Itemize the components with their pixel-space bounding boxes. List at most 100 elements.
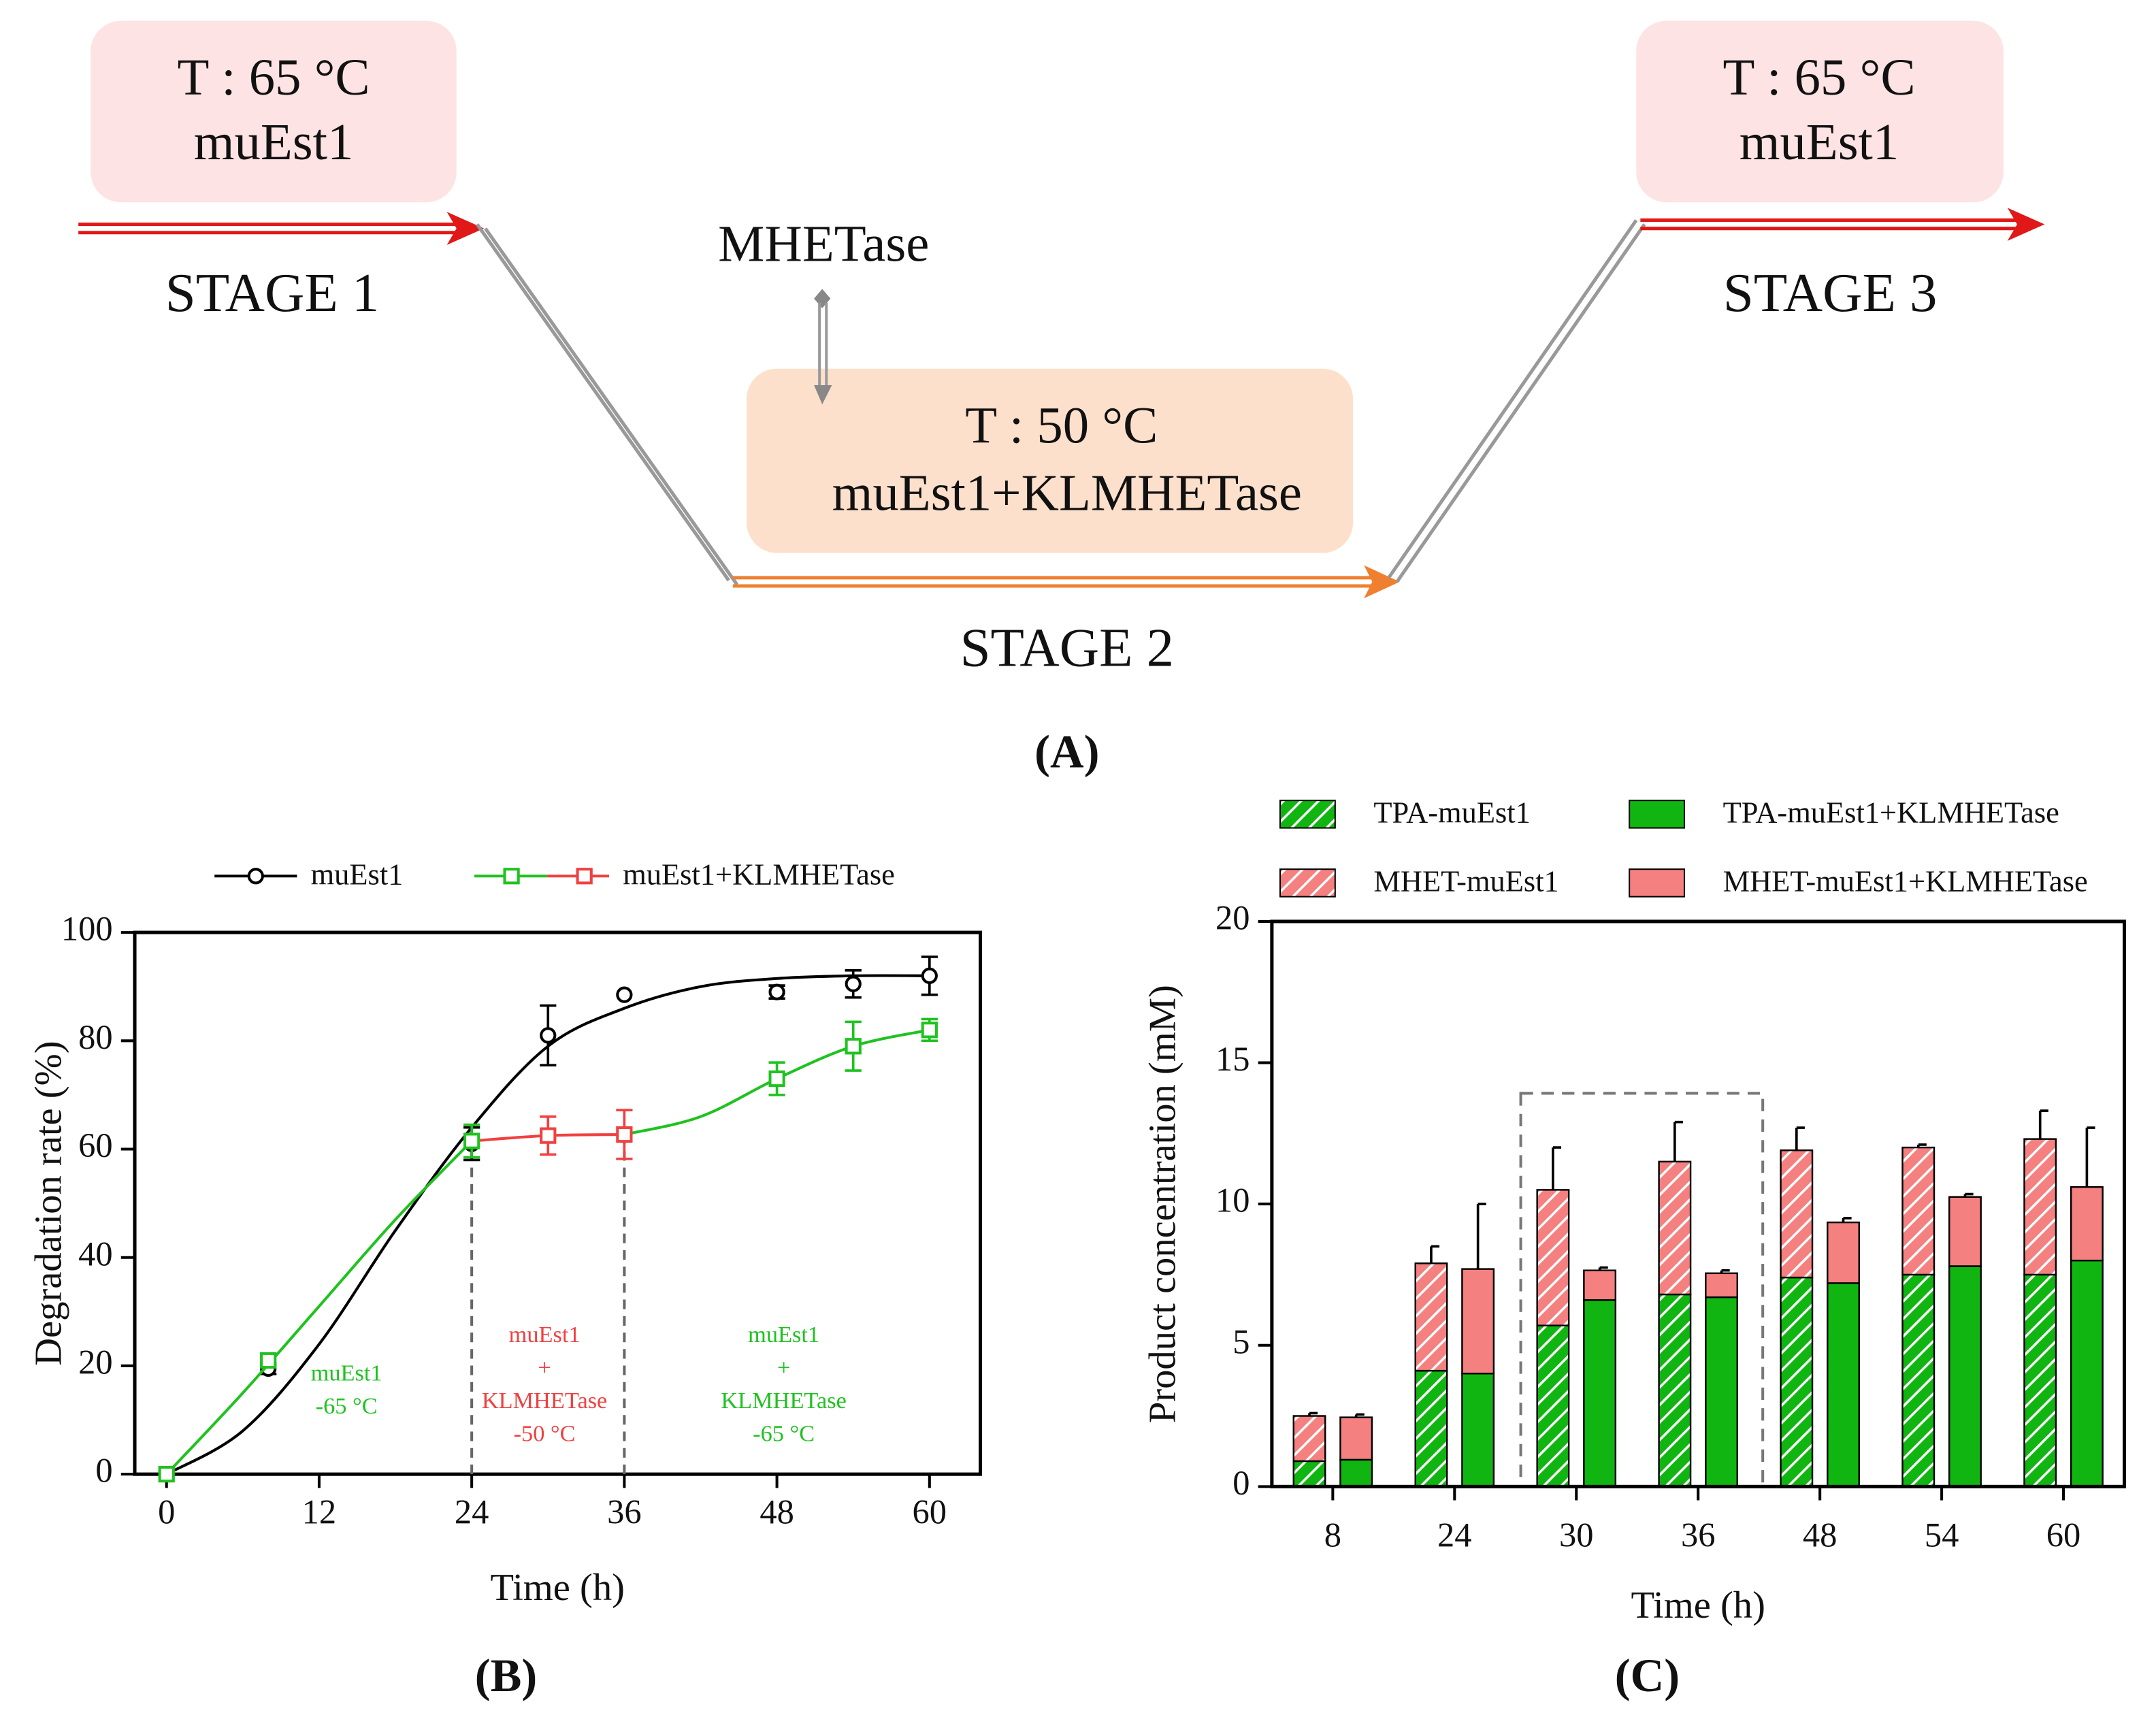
bar-segment — [2023, 1273, 2057, 1488]
bar-segment — [1705, 1272, 1738, 1298]
panel-label: (A) — [1034, 725, 1099, 777]
y-tick-label: 0 — [1232, 1464, 1250, 1502]
stage1-label: STAGE 1 — [165, 263, 379, 323]
legend-label: MHET-muEst1 — [1373, 864, 1558, 898]
x-tick-label: 36 — [607, 1492, 642, 1531]
legend-label: muEst1+KLMHETase — [623, 857, 895, 891]
x-tick-label: 48 — [1803, 1516, 1838, 1554]
x-tick-label: 48 — [760, 1492, 794, 1531]
stage-diagram: T : 65 °C muEst1 STAGE 1 T : 50 °C muEst… — [78, 20, 2045, 777]
x-tick-label: 54 — [1925, 1516, 1959, 1554]
y-tick-label: 15 — [1215, 1040, 1250, 1078]
bar-segment — [1292, 1460, 1326, 1488]
error-bar — [1842, 1217, 1852, 1223]
annotation: -65 °C — [316, 1393, 378, 1419]
annotation: -65 °C — [753, 1420, 815, 1446]
stage2-box — [747, 368, 1354, 553]
error-bar — [1673, 1120, 1683, 1162]
y-tick-label: 20 — [78, 1343, 113, 1382]
stage1-enzyme: muEst1 — [194, 113, 354, 171]
stage2-label: STAGE 2 — [960, 618, 1174, 679]
x-tick-label: 24 — [1437, 1516, 1472, 1554]
annotation: muEst1 — [509, 1322, 581, 1348]
y-axis-label: Product concentration (mM) — [1141, 985, 1183, 1423]
error-bar — [1916, 1143, 1927, 1148]
marker — [921, 967, 938, 984]
bar-segment — [1339, 1458, 1373, 1488]
ramp — [1387, 219, 1638, 579]
x-tick-label: 24 — [455, 1492, 489, 1531]
marker — [260, 1352, 277, 1369]
bar-segment — [1461, 1268, 1495, 1375]
fit-curve — [165, 1140, 473, 1475]
x-axis-label: Time (h) — [1631, 1584, 1765, 1627]
x-tick-label: 0 — [158, 1492, 175, 1531]
bar-segment — [1658, 1160, 1692, 1296]
x-tick-label: 12 — [302, 1492, 337, 1531]
x-tick-label: 36 — [1681, 1516, 1716, 1554]
stage3-temp: T : 65 °C — [1722, 48, 1915, 106]
legend-label: MHET-muEst1+KLMHETase — [1723, 864, 2088, 898]
diamond — [814, 289, 831, 308]
marker — [616, 1126, 633, 1143]
bar-segment — [1780, 1276, 1814, 1488]
fit-curve — [165, 974, 930, 1475]
bar-segment — [1414, 1369, 1448, 1488]
y-axis-label: Degradation rate (%) — [28, 1041, 70, 1365]
bar-segment — [1414, 1262, 1448, 1372]
annotation: + — [777, 1354, 790, 1380]
y-tick-label: 10 — [1215, 1181, 1250, 1220]
marker — [768, 1070, 785, 1088]
error-bar — [1552, 1146, 1562, 1190]
annotation: KLMHETase — [721, 1388, 846, 1414]
plot-frame — [133, 930, 983, 1476]
bar-segment — [1536, 1324, 1570, 1488]
annotation: -50 °C — [514, 1420, 576, 1446]
annotation: + — [538, 1354, 551, 1380]
bar-segment — [1292, 1415, 1326, 1463]
error-bar — [1598, 1266, 1608, 1271]
bar-segment — [1827, 1282, 1860, 1488]
bar-segment — [1461, 1373, 1495, 1488]
legend-marker — [503, 868, 520, 885]
stage1-box — [91, 20, 457, 203]
annotation: muEst1 — [748, 1322, 819, 1348]
legend-label: TPA-muEst1 — [1373, 796, 1530, 830]
arrowhead — [446, 212, 485, 245]
y-tick-label: 60 — [78, 1126, 113, 1164]
arrowhead — [1364, 565, 1400, 599]
bar-segment — [2023, 1138, 2057, 1276]
marker — [845, 975, 862, 992]
bar-segment — [1705, 1296, 1738, 1488]
addition-label: MHETase — [718, 215, 929, 273]
marker — [463, 1132, 480, 1149]
highlight-box — [1519, 1092, 1765, 1488]
error-bar — [1308, 1411, 1318, 1416]
y-tick-label: 20 — [1215, 899, 1250, 937]
ramp — [1395, 223, 1646, 583]
arrowhead — [2007, 208, 2045, 241]
marker — [158, 1466, 175, 1483]
error-bar — [1720, 1269, 1730, 1273]
ramp — [484, 227, 739, 586]
arrowhead — [814, 385, 832, 405]
error-bar — [1476, 1203, 1486, 1269]
stage3-label: STAGE 3 — [1723, 263, 1937, 323]
legend-marker — [576, 868, 593, 885]
bar-segment — [1901, 1146, 1936, 1276]
annotation: muEst1 — [311, 1360, 382, 1386]
error-bar — [2085, 1126, 2095, 1188]
marker — [540, 1027, 557, 1044]
legend-swatch — [1279, 868, 1336, 898]
bar-segment — [1827, 1221, 1860, 1284]
x-tick-label: 60 — [2046, 1516, 2081, 1554]
x-tick-label: 60 — [913, 1492, 947, 1531]
stage3-box — [1636, 20, 2004, 203]
stage2-temp: T : 50 °C — [965, 396, 1158, 454]
plot-frame — [1270, 919, 2127, 1488]
marker — [768, 983, 785, 1000]
panel-label: (C) — [1615, 1650, 1680, 1701]
bar-segment — [2070, 1186, 2104, 1262]
y-tick-label: 100 — [61, 910, 113, 948]
y-tick-label: 0 — [95, 1452, 112, 1490]
